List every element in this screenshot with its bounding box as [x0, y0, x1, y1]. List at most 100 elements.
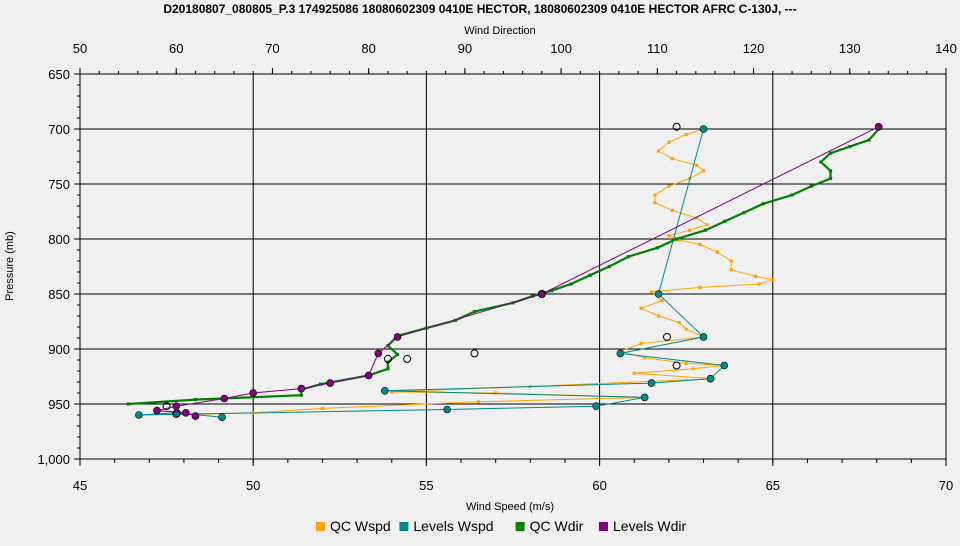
data-point — [656, 149, 661, 153]
bottom-axis-tick-label: 50 — [246, 478, 260, 493]
grid-lines — [80, 74, 946, 459]
data-point — [643, 356, 647, 360]
data-point — [588, 273, 592, 277]
data-point — [476, 400, 480, 404]
data-point — [694, 163, 699, 167]
data-point — [698, 285, 702, 289]
data-point — [626, 255, 631, 259]
data-point — [670, 208, 674, 212]
data-point — [639, 306, 643, 310]
data-point — [374, 349, 383, 358]
data-point — [656, 314, 661, 318]
y-axis-tick-label: 900 — [48, 342, 70, 357]
data-point — [616, 349, 625, 358]
data-point — [701, 169, 706, 173]
chart-title: D20180807_080805_P.3 174925086 180806023… — [163, 2, 796, 16]
open-circle-marker — [537, 290, 546, 298]
top-axis-label: Wind Direction — [464, 25, 536, 37]
data-point — [723, 219, 727, 223]
data-point — [364, 371, 373, 380]
legend-label: QC Wspd — [330, 518, 391, 534]
data-point — [318, 382, 323, 386]
open-circle-marker — [470, 349, 479, 358]
data-point — [443, 405, 451, 414]
data-point — [729, 268, 733, 272]
data-point — [647, 379, 656, 387]
data-point — [753, 274, 758, 278]
data-point — [828, 176, 833, 181]
data-point — [677, 321, 681, 325]
data-point — [220, 394, 229, 403]
legend-swatch — [316, 522, 325, 531]
bottom-axis-label: Wind Speed (m/s) — [466, 501, 554, 513]
y-axis-tick-label: 650 — [48, 67, 70, 82]
data-point — [684, 132, 688, 137]
data-point — [684, 327, 688, 331]
data-point — [494, 391, 498, 395]
data-point — [715, 250, 719, 254]
data-point — [326, 379, 334, 387]
data-point — [828, 151, 833, 155]
legend-swatch — [515, 522, 525, 531]
bottom-axis-tick-label: 55 — [419, 478, 433, 493]
data-point — [674, 237, 679, 241]
data-point — [654, 290, 663, 298]
data-point — [699, 333, 708, 341]
legend-swatch — [599, 522, 608, 531]
legend: QC Wspd Levels Wspd QC Wdir Levels Wdir — [316, 518, 686, 534]
data-point — [720, 361, 729, 370]
series-layer — [126, 122, 883, 422]
legend-label: Levels Wdir — [613, 518, 686, 534]
data-point — [660, 299, 664, 303]
open-circle-marker — [172, 409, 181, 418]
top-axis-tick-label: 60 — [169, 41, 183, 56]
data-point — [653, 201, 657, 205]
data-point — [771, 278, 775, 282]
bottom-axis-tick-label: 45 — [73, 478, 87, 493]
data-point — [299, 393, 303, 397]
data-point — [297, 384, 306, 393]
data-point — [705, 223, 709, 227]
y-axis-tick-label: 1,000 — [37, 452, 70, 467]
bottom-axis-tick-label: 65 — [766, 478, 780, 493]
data-point — [688, 228, 692, 232]
data-point — [530, 294, 534, 298]
data-point — [153, 406, 161, 415]
data-point — [218, 413, 226, 422]
data-point — [761, 202, 765, 206]
data-point — [691, 367, 695, 371]
data-point — [729, 259, 733, 263]
data-point — [191, 412, 200, 420]
data-point — [607, 264, 611, 269]
data-point — [472, 310, 477, 314]
data-point — [649, 290, 654, 294]
series-line — [138, 128, 726, 418]
data-point — [742, 211, 746, 215]
data-point — [386, 367, 390, 371]
data-point — [549, 289, 554, 293]
legend-swatch — [399, 522, 409, 531]
data-point — [667, 184, 671, 188]
top-axis-tick-label: 110 — [647, 41, 668, 56]
data-point — [640, 393, 649, 402]
open-circle-marker — [383, 354, 392, 363]
data-point — [135, 411, 143, 419]
data-point — [790, 193, 794, 197]
data-point — [667, 234, 671, 238]
open-circle-marker — [662, 332, 671, 341]
data-point — [694, 216, 699, 220]
data-point — [874, 123, 883, 131]
y-axis-tick-label: 850 — [48, 287, 70, 302]
top-axis-tick-label: 90 — [458, 41, 472, 56]
data-point — [684, 361, 688, 365]
series-line — [128, 128, 880, 406]
axes: 45 50 55 60 65 70 50 60 70 80 90 100 110 120 130 140 650… — [37, 41, 956, 493]
data-point — [172, 402, 181, 411]
data-point — [703, 228, 708, 232]
top-axis-tick-label: 120 — [743, 41, 765, 56]
y-axis-tick-label: 750 — [48, 177, 70, 192]
data-point — [182, 408, 190, 417]
open-circle-marker — [672, 361, 681, 370]
